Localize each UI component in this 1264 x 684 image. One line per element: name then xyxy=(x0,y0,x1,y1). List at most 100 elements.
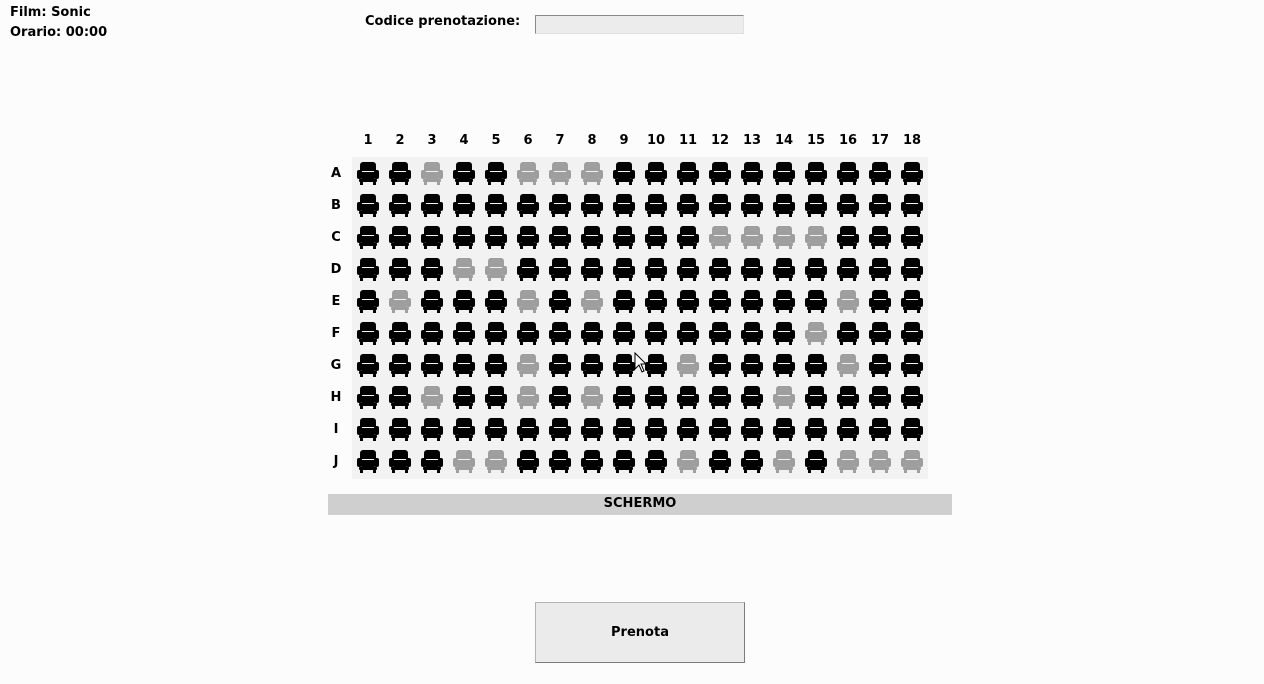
seat-G6-icon[interactable] xyxy=(515,352,541,378)
seat-D18-icon[interactable] xyxy=(899,256,925,282)
seat-C2-icon[interactable] xyxy=(387,224,413,250)
seat-B6-icon[interactable] xyxy=(515,192,541,218)
seat-J14-icon[interactable] xyxy=(771,448,797,474)
seat-J17-icon[interactable] xyxy=(867,448,893,474)
seat-F3-icon[interactable] xyxy=(419,320,445,346)
seat-I3-icon[interactable] xyxy=(419,416,445,442)
seat-H9-icon[interactable] xyxy=(611,384,637,410)
seat-A16-icon[interactable] xyxy=(835,160,861,186)
seat-I6-icon[interactable] xyxy=(515,416,541,442)
seat-I5-icon[interactable] xyxy=(483,416,509,442)
seat-F15-icon[interactable] xyxy=(803,320,829,346)
seat-J18-icon[interactable] xyxy=(899,448,925,474)
seat-E1-icon[interactable] xyxy=(355,288,381,314)
seat-A13-icon[interactable] xyxy=(739,160,765,186)
seat-H1-icon[interactable] xyxy=(355,384,381,410)
seat-C18-icon[interactable] xyxy=(899,224,925,250)
seat-A7-icon[interactable] xyxy=(547,160,573,186)
seat-I15-icon[interactable] xyxy=(803,416,829,442)
seat-J5-icon[interactable] xyxy=(483,448,509,474)
seat-F14-icon[interactable] xyxy=(771,320,797,346)
seat-G10-icon[interactable] xyxy=(643,352,669,378)
seat-H3-icon[interactable] xyxy=(419,384,445,410)
seat-F2-icon[interactable] xyxy=(387,320,413,346)
seat-H6-icon[interactable] xyxy=(515,384,541,410)
seat-E16-icon[interactable] xyxy=(835,288,861,314)
seat-A12-icon[interactable] xyxy=(707,160,733,186)
seat-C11-icon[interactable] xyxy=(675,224,701,250)
seat-H10-icon[interactable] xyxy=(643,384,669,410)
seat-C5-icon[interactable] xyxy=(483,224,509,250)
seat-J10-icon[interactable] xyxy=(643,448,669,474)
seat-J2-icon[interactable] xyxy=(387,448,413,474)
seat-F16-icon[interactable] xyxy=(835,320,861,346)
seat-C17-icon[interactable] xyxy=(867,224,893,250)
seat-I12-icon[interactable] xyxy=(707,416,733,442)
seat-I18-icon[interactable] xyxy=(899,416,925,442)
seat-J11-icon[interactable] xyxy=(675,448,701,474)
seat-I17-icon[interactable] xyxy=(867,416,893,442)
seat-G8-icon[interactable] xyxy=(579,352,605,378)
seat-J13-icon[interactable] xyxy=(739,448,765,474)
seat-E13-icon[interactable] xyxy=(739,288,765,314)
seat-A5-icon[interactable] xyxy=(483,160,509,186)
seat-G4-icon[interactable] xyxy=(451,352,477,378)
seat-I14-icon[interactable] xyxy=(771,416,797,442)
seat-B7-icon[interactable] xyxy=(547,192,573,218)
seat-A11-icon[interactable] xyxy=(675,160,701,186)
seat-B2-icon[interactable] xyxy=(387,192,413,218)
seat-J15-icon[interactable] xyxy=(803,448,829,474)
seat-C3-icon[interactable] xyxy=(419,224,445,250)
seat-D11-icon[interactable] xyxy=(675,256,701,282)
seat-J7-icon[interactable] xyxy=(547,448,573,474)
seat-A1-icon[interactable] xyxy=(355,160,381,186)
seat-B8-icon[interactable] xyxy=(579,192,605,218)
seat-I10-icon[interactable] xyxy=(643,416,669,442)
seat-D3-icon[interactable] xyxy=(419,256,445,282)
seat-C9-icon[interactable] xyxy=(611,224,637,250)
seat-A4-icon[interactable] xyxy=(451,160,477,186)
seat-E14-icon[interactable] xyxy=(771,288,797,314)
seat-A6-icon[interactable] xyxy=(515,160,541,186)
seat-C4-icon[interactable] xyxy=(451,224,477,250)
seat-H2-icon[interactable] xyxy=(387,384,413,410)
seat-I9-icon[interactable] xyxy=(611,416,637,442)
seat-F9-icon[interactable] xyxy=(611,320,637,346)
seat-H7-icon[interactable] xyxy=(547,384,573,410)
seat-E2-icon[interactable] xyxy=(387,288,413,314)
seat-B11-icon[interactable] xyxy=(675,192,701,218)
seat-F17-icon[interactable] xyxy=(867,320,893,346)
seat-D7-icon[interactable] xyxy=(547,256,573,282)
seat-D12-icon[interactable] xyxy=(707,256,733,282)
seat-B1-icon[interactable] xyxy=(355,192,381,218)
seat-A17-icon[interactable] xyxy=(867,160,893,186)
seat-F6-icon[interactable] xyxy=(515,320,541,346)
seat-J1-icon[interactable] xyxy=(355,448,381,474)
seat-I2-icon[interactable] xyxy=(387,416,413,442)
seat-C14-icon[interactable] xyxy=(771,224,797,250)
seat-B15-icon[interactable] xyxy=(803,192,829,218)
seat-F4-icon[interactable] xyxy=(451,320,477,346)
seat-J16-icon[interactable] xyxy=(835,448,861,474)
seat-G2-icon[interactable] xyxy=(387,352,413,378)
seat-D14-icon[interactable] xyxy=(771,256,797,282)
seat-D13-icon[interactable] xyxy=(739,256,765,282)
seat-E6-icon[interactable] xyxy=(515,288,541,314)
seat-A2-icon[interactable] xyxy=(387,160,413,186)
seat-H4-icon[interactable] xyxy=(451,384,477,410)
seat-A9-icon[interactable] xyxy=(611,160,637,186)
seat-A15-icon[interactable] xyxy=(803,160,829,186)
seat-D15-icon[interactable] xyxy=(803,256,829,282)
seat-G12-icon[interactable] xyxy=(707,352,733,378)
seat-F7-icon[interactable] xyxy=(547,320,573,346)
seat-G7-icon[interactable] xyxy=(547,352,573,378)
seat-J4-icon[interactable] xyxy=(451,448,477,474)
book-button[interactable]: Prenota xyxy=(535,602,745,663)
seat-C8-icon[interactable] xyxy=(579,224,605,250)
seat-I16-icon[interactable] xyxy=(835,416,861,442)
seat-I4-icon[interactable] xyxy=(451,416,477,442)
seat-B17-icon[interactable] xyxy=(867,192,893,218)
seat-E7-icon[interactable] xyxy=(547,288,573,314)
seat-G14-icon[interactable] xyxy=(771,352,797,378)
seat-I1-icon[interactable] xyxy=(355,416,381,442)
